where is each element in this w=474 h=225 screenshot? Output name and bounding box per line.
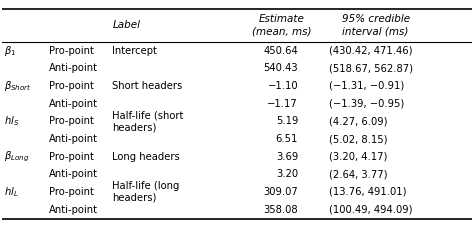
- Text: 95% credible
interval (ms): 95% credible interval (ms): [342, 14, 410, 36]
- Text: Pro-point: Pro-point: [49, 116, 94, 126]
- Text: 540.43: 540.43: [264, 63, 298, 73]
- Text: Anti-point: Anti-point: [49, 63, 98, 73]
- Text: (−1.31, −0.91): (−1.31, −0.91): [328, 81, 404, 91]
- Text: (−1.39, −0.95): (−1.39, −0.95): [328, 99, 404, 109]
- Text: $\beta_{Short}$: $\beta_{Short}$: [4, 79, 32, 93]
- Text: (430.42, 471.46): (430.42, 471.46): [328, 46, 412, 56]
- Text: Long headers: Long headers: [112, 152, 180, 162]
- Text: (3.20, 4.17): (3.20, 4.17): [328, 152, 387, 162]
- Text: $\beta_1$: $\beta_1$: [4, 44, 17, 58]
- Text: Pro-point: Pro-point: [49, 46, 94, 56]
- Text: (13.76, 491.01): (13.76, 491.01): [328, 187, 406, 197]
- Text: (100.49, 494.09): (100.49, 494.09): [328, 205, 412, 215]
- Text: Pro-point: Pro-point: [49, 81, 94, 91]
- Text: Estimate
(mean, ms): Estimate (mean, ms): [252, 14, 311, 36]
- Text: (2.64, 3.77): (2.64, 3.77): [328, 169, 387, 179]
- Text: 450.64: 450.64: [264, 46, 298, 56]
- Text: Short headers: Short headers: [112, 81, 183, 91]
- Text: (5.02, 8.15): (5.02, 8.15): [328, 134, 387, 144]
- Text: Half-life (long
headers): Half-life (long headers): [112, 181, 180, 203]
- Text: Anti-point: Anti-point: [49, 205, 98, 215]
- Text: 358.08: 358.08: [264, 205, 298, 215]
- Text: $\beta_{Long}$: $\beta_{Long}$: [4, 149, 29, 164]
- Text: Pro-point: Pro-point: [49, 152, 94, 162]
- Text: Pro-point: Pro-point: [49, 187, 94, 197]
- Text: −1.17: −1.17: [267, 99, 298, 109]
- Text: 3.69: 3.69: [276, 152, 298, 162]
- Text: 6.51: 6.51: [276, 134, 298, 144]
- Text: −1.10: −1.10: [267, 81, 298, 91]
- Text: $hl_L$: $hl_L$: [4, 185, 19, 199]
- Text: 3.20: 3.20: [276, 169, 298, 179]
- Text: Intercept: Intercept: [112, 46, 157, 56]
- Text: Half-life (short
headers): Half-life (short headers): [112, 110, 184, 132]
- Text: Anti-point: Anti-point: [49, 169, 98, 179]
- Text: $hl_S$: $hl_S$: [4, 115, 20, 128]
- Text: 309.07: 309.07: [264, 187, 298, 197]
- Text: 5.19: 5.19: [276, 116, 298, 126]
- Text: (4.27, 6.09): (4.27, 6.09): [328, 116, 387, 126]
- Text: Anti-point: Anti-point: [49, 134, 98, 144]
- Text: Anti-point: Anti-point: [49, 99, 98, 109]
- Text: Label: Label: [112, 20, 140, 30]
- Text: (518.67, 562.87): (518.67, 562.87): [328, 63, 413, 73]
